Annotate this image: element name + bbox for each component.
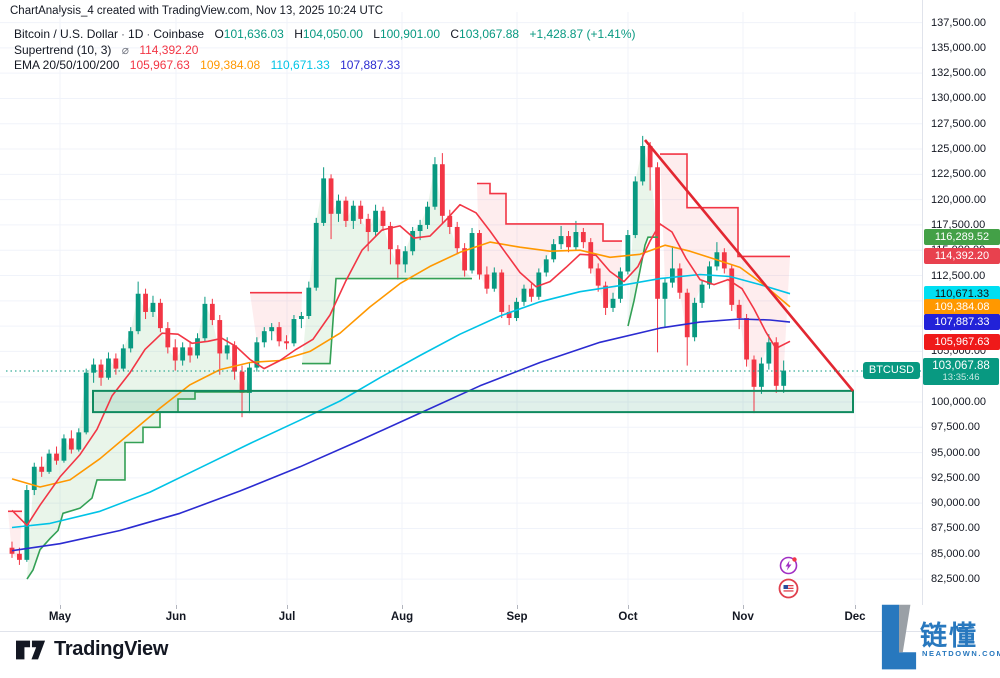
indicator-value-badge: 116,289.52 — [924, 229, 1000, 246]
price-axis-label: 137,500.00 — [931, 16, 987, 29]
ohlc-change: +1,428.87 (+1.41%) — [529, 27, 636, 41]
ema50-line — [11, 241, 791, 488]
descending-trendline[interactable] — [643, 139, 855, 392]
ema200-line — [11, 318, 791, 552]
time-axis-label: May — [48, 611, 72, 623]
time-axis-tick — [176, 605, 177, 609]
price-axis[interactable]: 137,500.00 135,000.00 132,500.00 130,000.00… — [922, 0, 1000, 605]
price-axis-label: 95,000.00 — [931, 446, 980, 459]
price-axis-label: 117,500.00 — [931, 218, 986, 231]
ema20-line — [11, 203, 791, 527]
price-axis-label: 97,500.00 — [931, 421, 980, 434]
neatdown-logo-icon — [881, 604, 917, 670]
supertrend-legend-row[interactable]: Supertrend (10, 3) ⌀ 114,392.20 — [14, 43, 636, 58]
supertrend-label: Supertrend (10, 3) — [14, 42, 112, 57]
supertrend-value: 114,392.20 — [139, 42, 199, 57]
ohlc-low: 100,901.00 — [379, 27, 441, 41]
time-axis-label: Nov — [732, 611, 754, 623]
time-axis-label: Dec — [844, 611, 866, 623]
brand-site-url: NEATDOWN.COM — [922, 649, 1000, 658]
price-axis-label: 132,500.00 — [931, 67, 987, 80]
ema-label: EMA 20/50/100/200 — [14, 58, 120, 72]
indicator-value-badge: 110,671.33 — [924, 286, 1000, 303]
brand-name-cn: 链懂 — [920, 621, 978, 651]
time-axis-tick — [855, 605, 856, 609]
time-axis-tick — [628, 605, 629, 609]
time-axis-tick — [60, 605, 61, 609]
tradingview-logo-icon — [16, 640, 46, 659]
time-axis-label: Oct — [618, 611, 638, 623]
indicator-value-badge: 109,384.08 — [924, 299, 1000, 316]
symbol-price-label-badge: BTCUSD — [863, 361, 920, 379]
price-axis-label: 100,000.00 — [931, 396, 987, 408]
grid-layer — [0, 12, 922, 605]
tradingview-logo[interactable]: TradingView — [16, 638, 168, 661]
price-axis-label: 122,500.00 — [931, 168, 987, 181]
price-axis-label: 92,500.00 — [931, 471, 980, 484]
symbol-legend-row[interactable]: Bitcoin / U.S. Dollar · 1D · Coinbase O101,6… — [14, 27, 636, 41]
ema50-value: 109,384.08 — [200, 58, 261, 72]
bar-countdown: 13:35:46 — [942, 371, 980, 383]
last-price-value: 103,067.88 — [932, 359, 990, 372]
time-axis-label: Jun — [165, 611, 187, 623]
ohlc-close: 103,067.88 — [459, 27, 520, 41]
indicator-value-badge: 114,392.20 — [924, 248, 1000, 265]
time-axis-label: Sep — [506, 611, 528, 623]
symbol-name: Bitcoin / U.S. Dollar — [14, 27, 119, 41]
price-axis-label: 127,500.00 — [931, 117, 987, 130]
ema-lines — [11, 203, 791, 552]
indicator-value-badge: 105,967.63 — [924, 333, 1000, 350]
ema100-line — [11, 273, 791, 529]
support-zone-fill — [93, 390, 853, 413]
symbol-interval: 1D — [128, 27, 144, 41]
neatdown-brand: 链懂 NEATDOWN.COM — [880, 602, 1000, 676]
time-axis-tick — [287, 605, 288, 609]
chart-legend: Bitcoin / U.S. Dollar · 1D · Coinbase O101,6… — [14, 27, 636, 74]
ohlc-open: 101,636.03 — [223, 27, 284, 41]
ema200-value: 107,887.33 — [340, 58, 401, 72]
price-chart-canvas[interactable] — [0, 0, 922, 605]
ohlc-high: 104,050.00 — [302, 27, 363, 41]
price-axis-label: 135,000.00 — [931, 41, 987, 54]
us-economic-event-icon[interactable] — [778, 578, 799, 599]
price-axis-label: 125,000.00 — [931, 143, 987, 156]
price-axis-label: 130,000.00 — [931, 92, 987, 105]
symbol-exchange: Coinbase — [153, 27, 205, 41]
ema20-value: 105,967.63 — [129, 58, 190, 72]
average-symbol: ⌀ — [121, 42, 129, 57]
footer: TradingView 链懂 NEATDOWN.COM — [0, 604, 1000, 678]
flash-event-icon[interactable] — [779, 556, 798, 575]
last-price-badge: 103,067.88 13:35:46 — [923, 357, 999, 385]
time-axis-label: Aug — [390, 611, 414, 623]
candlestick-series[interactable] — [9, 135, 787, 565]
time-axis-tick — [517, 605, 518, 609]
price-axis-label: 90,000.00 — [931, 497, 980, 510]
time-axis-tick — [743, 605, 744, 609]
ema100-value: 110,671.33 — [270, 58, 330, 72]
time-axis-label: Jul — [278, 611, 296, 623]
indicator-value-badge: 107,887.33 — [924, 314, 1000, 331]
support-zone[interactable] — [92, 389, 854, 414]
price-axis-label: 85,000.00 — [931, 547, 980, 560]
price-axis-label: 87,500.00 — [931, 522, 980, 535]
price-axis-label: 120,000.00 — [931, 193, 987, 206]
price-axis-label: 112,500.00 — [931, 269, 986, 282]
time-axis[interactable]: May Jun Jul Aug Sep Oct Nov Dec — [0, 605, 922, 632]
page-title: ChartAnalysis_4 created with TradingView… — [10, 5, 384, 17]
price-axis-label: 82,500.00 — [931, 573, 980, 586]
tradingview-logo-text: TradingView — [54, 638, 169, 660]
ema-legend-row[interactable]: EMA 20/50/100/200 105,967.63 109,384.08 … — [14, 58, 636, 73]
time-axis-tick — [402, 605, 403, 609]
